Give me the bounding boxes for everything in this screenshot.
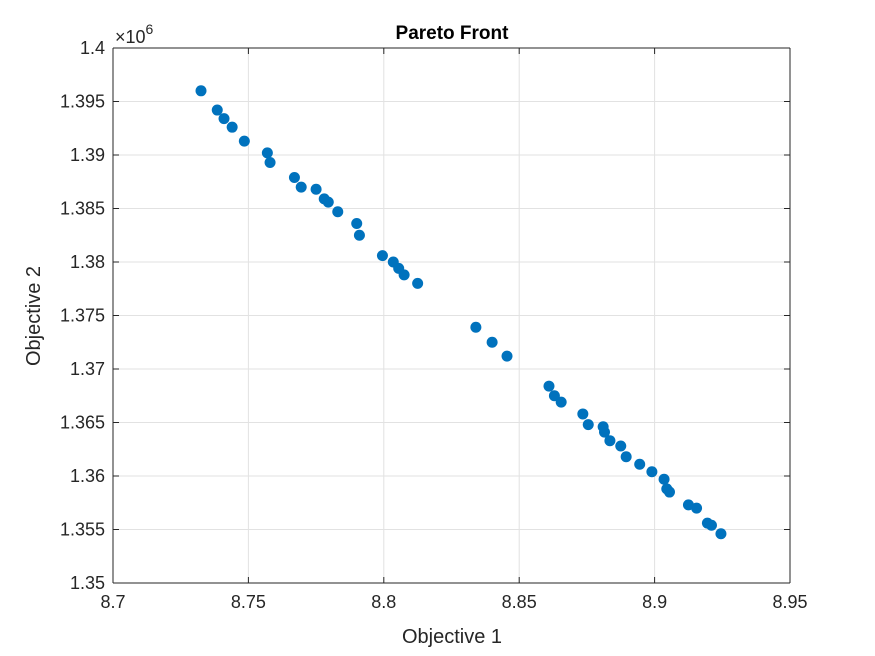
data-point xyxy=(470,321,482,333)
y-tick-label: 1.355 xyxy=(60,520,105,540)
data-point xyxy=(634,458,646,470)
data-point xyxy=(691,502,703,514)
data-point xyxy=(646,466,658,478)
data-point xyxy=(376,250,388,262)
x-tick-label: 8.75 xyxy=(231,592,266,612)
y-tick-label: 1.39 xyxy=(70,145,105,165)
x-axis-label: Objective 1 xyxy=(402,626,502,648)
chart-title: Pareto Front xyxy=(396,23,510,44)
x-tick-label: 8.95 xyxy=(772,592,807,612)
y-axis-exponent: ×106 xyxy=(115,21,154,47)
data-points xyxy=(195,85,727,540)
data-point xyxy=(577,408,589,420)
y-tick-labels: 1.35 1.355 1.36 1.365 1.37 1.375 1.38 1.385 1.39… xyxy=(60,38,105,593)
y-tick-label: 1.365 xyxy=(60,413,105,433)
data-point xyxy=(398,269,410,281)
data-point xyxy=(264,156,276,168)
data-point xyxy=(310,183,322,195)
data-point xyxy=(555,396,567,408)
data-point xyxy=(295,181,307,193)
y-tick-label: 1.37 xyxy=(70,359,105,379)
data-point xyxy=(226,121,238,133)
data-point xyxy=(238,135,250,147)
data-point xyxy=(332,206,344,218)
y-tick-label: 1.35 xyxy=(70,573,105,593)
y-tick-label: 1.38 xyxy=(70,252,105,272)
y-tick-label: 1.385 xyxy=(60,199,105,219)
data-point xyxy=(663,486,675,498)
data-point xyxy=(412,277,424,289)
data-point xyxy=(604,435,616,447)
data-point xyxy=(501,350,513,362)
data-point xyxy=(658,473,670,485)
data-point xyxy=(620,451,632,463)
x-tick-label: 8.7 xyxy=(100,592,125,612)
data-point xyxy=(715,528,727,540)
data-point xyxy=(261,147,273,159)
data-point xyxy=(211,104,223,116)
x-tick-labels: 8.7 8.75 8.8 8.85 8.9 8.95 xyxy=(100,592,807,612)
x-tick-label: 8.8 xyxy=(371,592,396,612)
data-point xyxy=(705,519,717,531)
data-point xyxy=(218,113,230,125)
data-point xyxy=(582,419,594,431)
y-exponent-base: ×10 xyxy=(115,27,146,47)
data-point xyxy=(486,336,498,348)
data-point xyxy=(351,217,363,229)
y-tick-label: 1.375 xyxy=(60,306,105,326)
data-point xyxy=(615,440,627,452)
y-tick-label: 1.4 xyxy=(80,38,105,58)
x-tick-label: 8.9 xyxy=(642,592,667,612)
data-point xyxy=(288,171,300,183)
data-point xyxy=(353,229,365,241)
data-point xyxy=(599,426,611,438)
y-tick-label: 1.36 xyxy=(70,466,105,486)
data-point xyxy=(322,196,334,208)
tick-marks xyxy=(112,47,791,584)
y-tick-label: 1.395 xyxy=(60,92,105,112)
x-tick-label: 8.85 xyxy=(502,592,537,612)
y-exponent-power: 6 xyxy=(146,21,154,37)
y-axis-label: Objective 2 xyxy=(23,266,45,366)
data-point xyxy=(195,85,207,97)
data-point xyxy=(543,380,555,392)
